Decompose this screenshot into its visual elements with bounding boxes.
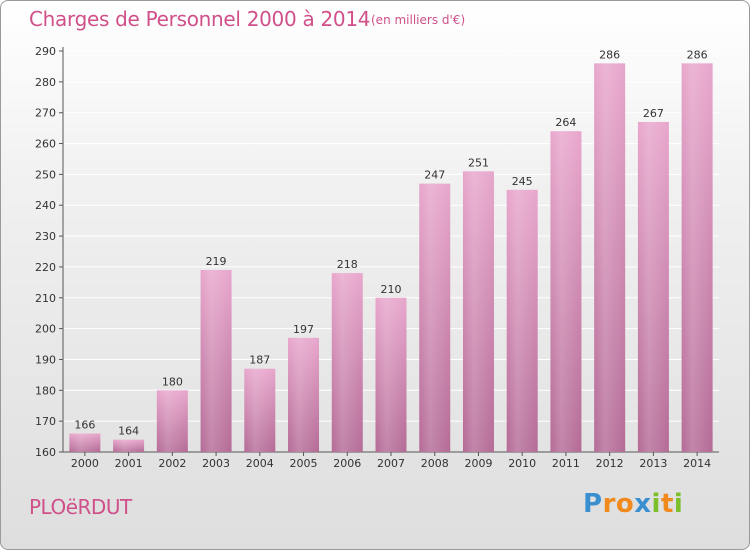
bar-highlight — [550, 131, 582, 452]
y-tick-label: 200 — [35, 323, 56, 336]
x-tick-label: 2008 — [421, 457, 449, 470]
y-tick-label: 220 — [35, 261, 56, 274]
x-tick-label: 2007 — [377, 457, 405, 470]
y-tick-label: 190 — [35, 353, 56, 366]
bar-highlight — [113, 439, 145, 452]
x-tick-label: 2006 — [333, 457, 361, 470]
x-tick-label: 2001 — [115, 457, 143, 470]
data-label: 245 — [512, 175, 533, 188]
proxiti-logo: Proxiti — [583, 489, 683, 519]
data-label: 166 — [74, 418, 95, 431]
bar-highlight — [69, 433, 101, 452]
x-tick-label: 2004 — [246, 457, 274, 470]
bar-highlight — [681, 63, 713, 452]
data-label: 180 — [162, 375, 183, 388]
x-tick-label: 2014 — [683, 457, 711, 470]
data-label: 247 — [424, 169, 445, 182]
data-label: 187 — [249, 354, 270, 367]
logo-letter: i — [651, 489, 661, 519]
data-label: 197 — [293, 323, 314, 336]
y-tick-label: 240 — [35, 199, 56, 212]
y-tick-label: 180 — [35, 384, 56, 397]
bar-highlight — [331, 273, 363, 452]
data-label: 251 — [468, 156, 489, 169]
logo-letter: x — [634, 489, 652, 519]
y-tick-label: 230 — [35, 230, 56, 243]
data-label: 267 — [643, 107, 664, 120]
data-label: 286 — [687, 48, 708, 61]
logo-letter: P — [583, 489, 603, 519]
data-label: 218 — [337, 258, 358, 271]
x-tick-label: 2005 — [290, 457, 318, 470]
logo-letter: o — [615, 489, 635, 519]
y-tick-label: 270 — [35, 107, 56, 120]
commune-name: PLOëRDUT — [29, 495, 132, 519]
data-label: 264 — [555, 116, 576, 129]
y-tick-label: 160 — [35, 446, 56, 459]
y-tick-label: 260 — [35, 138, 56, 151]
x-tick-label: 2002 — [158, 457, 186, 470]
data-label: 164 — [118, 425, 139, 438]
x-tick-label: 2011 — [552, 457, 580, 470]
x-tick-label: 2000 — [71, 457, 99, 470]
y-tick-label: 210 — [35, 292, 56, 305]
x-tick-label: 2009 — [464, 457, 492, 470]
x-tick-label: 2013 — [639, 457, 667, 470]
logo-letter: i — [673, 489, 684, 519]
chart-subtitle: (en milliers d'€) — [371, 13, 466, 27]
bar-highlight — [506, 189, 538, 453]
bar-highlight — [288, 337, 320, 452]
data-label: 219 — [206, 255, 227, 268]
bar-highlight — [244, 368, 276, 452]
x-tick-label: 2012 — [596, 457, 624, 470]
bar-highlight — [637, 121, 669, 452]
y-tick-label: 250 — [35, 168, 56, 181]
bar-highlight — [156, 390, 188, 452]
y-tick-label: 170 — [35, 415, 56, 428]
data-label: 210 — [381, 283, 402, 296]
logo-letter: t — [660, 489, 674, 519]
x-tick-label: 2010 — [508, 457, 536, 470]
bar-highlight — [462, 171, 494, 453]
data-label: 286 — [599, 48, 620, 61]
bar-highlight — [200, 270, 232, 452]
chart-title: Charges de Personnel 2000 à 2014 — [29, 7, 371, 31]
bar-highlight — [594, 63, 626, 452]
x-tick-label: 2003 — [202, 457, 230, 470]
logo-letter: r — [602, 489, 616, 519]
bar-highlight — [419, 183, 451, 452]
y-tick-label: 280 — [35, 76, 56, 89]
bar-highlight — [375, 297, 407, 452]
y-tick-label: 290 — [35, 45, 56, 58]
